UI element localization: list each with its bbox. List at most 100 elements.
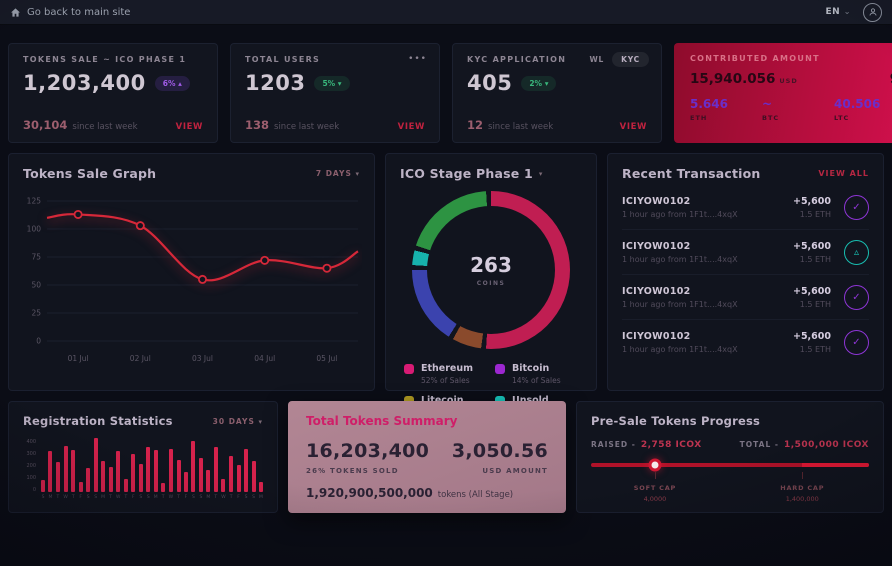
transaction-list: ICIYOW0102 1 hour ago from 1F1t....4xqX +5… <box>622 185 869 364</box>
top-bar: Go back to main site EN ⌄ <box>0 0 892 25</box>
transaction-row[interactable]: ICIYOW0102 1 hour ago from 1F1t....4xqX +5… <box>622 320 869 364</box>
bar <box>236 465 241 492</box>
bar <box>55 462 60 492</box>
bar-column: F <box>131 438 136 500</box>
range-dropdown[interactable]: 30 DAYS ▾ <box>213 417 263 426</box>
transaction-id: ICIYOW0102 <box>622 241 691 252</box>
check-circle-icon[interactable]: ✓ <box>844 195 869 220</box>
transaction-row[interactable]: ICIYOW0102 1 hour ago from 1F1t....4xqX +5… <box>622 185 869 230</box>
bar-column: T <box>161 438 166 500</box>
bar-column: M <box>153 438 158 500</box>
view-all-link[interactable]: VIEW ALL <box>818 169 869 178</box>
delta-note: since last week <box>72 122 138 132</box>
presale-progress-panel: Pre-Sale Tokens Progress RAISED - 2,758 … <box>576 401 884 513</box>
bar <box>93 438 98 492</box>
bar-y-tick: 300 <box>26 451 36 457</box>
bar-column: W <box>169 438 173 500</box>
back-to-main-site-link[interactable]: Go back to main site <box>10 7 130 18</box>
bar-column: S <box>191 438 196 500</box>
data-point-marker <box>260 255 270 265</box>
legend-item: Ethereum 52% of Sales <box>404 363 487 385</box>
bar-x-label: T <box>214 495 218 500</box>
bar <box>131 454 136 492</box>
bar <box>161 483 166 492</box>
stat-cards-row: TOKENS SALE ~ ICO PHASE 1 1,203,400 6% ▴… <box>8 43 892 143</box>
y-tick-label: 75 <box>31 253 41 262</box>
tokens-sale-graph-panel: Tokens Sale Graph 7 DAYS ▾ 125 100 75 50 25 0… <box>8 153 375 391</box>
range-label: 30 DAYS <box>212 416 255 426</box>
legend-name: Bitcoin <box>512 363 550 374</box>
recent-transaction-panel: Recent Transaction VIEW ALL ICIYOW0102 1 … <box>607 153 884 391</box>
transaction-eth-value: 1.5 ETH <box>799 210 831 219</box>
tokens-sale-card: TOKENS SALE ~ ICO PHASE 1 1,203,400 6% ▴… <box>8 43 218 143</box>
bar-x-label: T <box>109 495 112 500</box>
eth-unit: ETH <box>690 114 708 122</box>
transaction-row[interactable]: ICIYOW0102 1 hour ago from 1F1t....4xqX +5… <box>622 230 869 275</box>
bar-x-label: S <box>146 495 150 500</box>
chevron-down-icon[interactable]: ▾ <box>538 169 543 178</box>
bar-x-label: T <box>177 495 180 500</box>
language-label: EN <box>825 7 841 17</box>
usd-amount: 15,940.056 <box>690 71 776 87</box>
total-users-badge: 5% ▾ <box>314 75 350 91</box>
bar-column: W <box>221 438 226 500</box>
btc-unit: BTC <box>762 114 780 122</box>
transaction-eth-value: 1.5 ETH <box>799 300 831 309</box>
kyc-application-card: WL KYC KYC APPLICATION 405 2% ▾ 12 since… <box>452 43 662 143</box>
bar-column: M <box>101 438 106 500</box>
slider-thumb[interactable] <box>648 458 662 472</box>
bar-x-label: T <box>229 495 233 500</box>
bar-column: S <box>244 438 249 500</box>
bar-y-tick: 0 <box>32 487 36 493</box>
transaction-row[interactable]: ICIYOW0102 1 hour ago from 1F1t....4xqX +5… <box>622 275 869 320</box>
user-avatar[interactable] <box>863 2 882 22</box>
transaction-meta: 1 hour ago from 1F1t....4xqX <box>622 255 738 264</box>
person-icon <box>868 8 877 16</box>
bar-chart-y-axis: 400 300 200 100 0 <box>23 438 36 493</box>
x-tick-label: 04 Jul <box>254 354 275 363</box>
check-circle-icon[interactable]: ✓ <box>844 330 869 355</box>
hard-cap-tick <box>802 472 804 479</box>
bar-column: S <box>138 438 143 500</box>
bar <box>78 482 83 492</box>
bar-column: S <box>86 438 91 500</box>
total-users-delta: 138 <box>245 118 270 132</box>
delta-note: since last week <box>488 122 554 132</box>
card-title: TOTAL USERS <box>245 55 321 64</box>
contributed-amount-card: CONTRIBUTED AMOUNT 15,940.056 USD 940 EU… <box>674 43 892 143</box>
data-point-marker <box>135 221 145 231</box>
range-dropdown[interactable]: 7 DAYS ▾ <box>316 169 360 178</box>
bar-x-label: S <box>244 495 248 500</box>
bar-y-tick: 100 <box>26 475 36 481</box>
bar-x-label: S <box>252 495 255 500</box>
data-point-marker <box>322 263 332 273</box>
bar <box>101 461 106 492</box>
bar-x-label: S <box>199 495 203 500</box>
data-point-marker <box>197 274 207 284</box>
bar <box>213 447 218 492</box>
transaction-eth-value: 1.5 ETH <box>799 255 831 264</box>
ltc-unit: LTC <box>834 114 850 122</box>
bar <box>251 461 256 492</box>
view-link[interactable]: VIEW <box>175 122 203 132</box>
transaction-meta: 1 hour ago from 1F1t....4xqX <box>622 210 738 219</box>
bar-x-label: M <box>153 495 158 500</box>
wl-toggle[interactable]: WL <box>589 55 605 64</box>
kyc-toggle[interactable]: KYC <box>612 52 649 67</box>
eth-circle-icon[interactable]: ▵ <box>844 240 869 265</box>
view-link[interactable]: VIEW <box>619 122 647 132</box>
bar <box>198 458 203 492</box>
more-menu-icon[interactable]: ••• <box>408 54 427 64</box>
summary-title: Total Tokens Summary <box>306 414 458 428</box>
bar-x-label: W <box>168 495 174 500</box>
language-selector[interactable]: EN ⌄ <box>825 7 851 17</box>
tokens-sold-label: 26% TOKENS SOLD <box>306 467 399 475</box>
bar-column: S <box>198 438 203 500</box>
panel-title: Tokens Sale Graph <box>23 166 157 181</box>
transaction-id: ICIYOW0102 <box>622 286 691 297</box>
ico-stage-panel: ICO Stage Phase 1 ▾ 263 COINS Ethereum 52… <box>385 153 597 437</box>
kyc-value: 405 <box>467 71 513 95</box>
view-link[interactable]: VIEW <box>397 122 425 132</box>
check-circle-icon[interactable]: ✓ <box>844 285 869 310</box>
